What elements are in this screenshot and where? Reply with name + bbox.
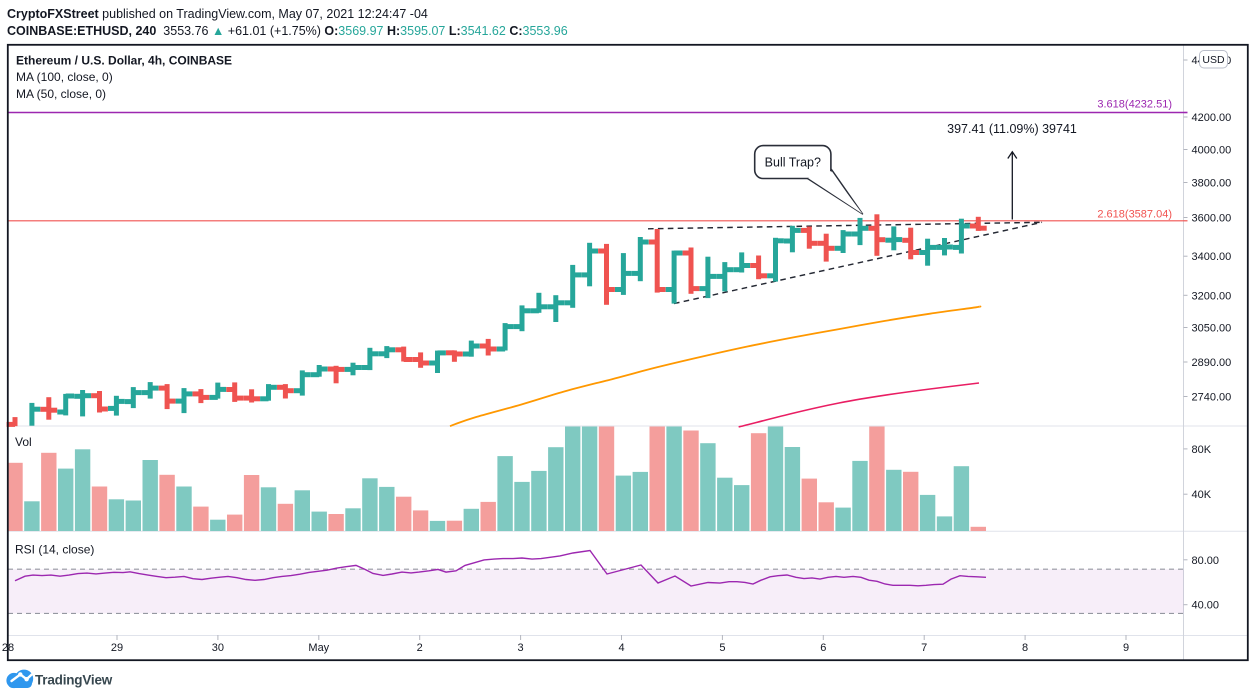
- svg-text:3200.00: 3200.00: [1192, 290, 1232, 302]
- svg-text:6: 6: [820, 642, 826, 654]
- svg-text:Vol: Vol: [15, 435, 32, 449]
- svg-text:4: 4: [618, 642, 624, 654]
- svg-text:2890.00: 2890.00: [1192, 357, 1232, 369]
- svg-text:3.618(4232.51): 3.618(4232.51): [1097, 99, 1172, 111]
- svg-text:9: 9: [1123, 642, 1129, 654]
- svg-text:80.00: 80.00: [1192, 555, 1220, 567]
- svg-text:Bull Trap?: Bull Trap?: [765, 156, 821, 170]
- svg-text:RSI (14, close): RSI (14, close): [15, 543, 94, 557]
- svg-text:40K: 40K: [1192, 489, 1212, 501]
- svg-text:3050.00: 3050.00: [1192, 323, 1232, 335]
- svg-text:MA (100, close, 0): MA (100, close, 0): [16, 70, 113, 84]
- svg-text:30: 30: [212, 642, 224, 654]
- svg-text:2740.00: 2740.00: [1192, 392, 1232, 404]
- svg-text:4000.00: 4000.00: [1192, 145, 1232, 157]
- svg-text:5: 5: [719, 642, 725, 654]
- svg-text:8: 8: [1022, 642, 1028, 654]
- svg-text:CryptoFXStreet published on Tr: CryptoFXStreet published on TradingView.…: [7, 7, 428, 21]
- svg-text:4200.00: 4200.00: [1192, 112, 1232, 124]
- svg-text:40.00: 40.00: [1192, 600, 1220, 612]
- svg-text:3800.00: 3800.00: [1192, 178, 1232, 190]
- svg-text:Ethereum / U.S. Dollar, 4h, CO: Ethereum / U.S. Dollar, 4h, COINBASE: [16, 54, 232, 68]
- svg-text:3400.00: 3400.00: [1192, 251, 1232, 263]
- svg-text:397.41 (11.09%) 39741: 397.41 (11.09%) 39741: [947, 122, 1077, 136]
- svg-text:2: 2: [417, 642, 423, 654]
- svg-text:2.618(3587.04): 2.618(3587.04): [1097, 208, 1172, 220]
- svg-text:80K: 80K: [1192, 444, 1212, 456]
- svg-text:29: 29: [111, 642, 123, 654]
- svg-text:7: 7: [921, 642, 927, 654]
- svg-text:USD: USD: [1202, 54, 1225, 66]
- svg-text:3: 3: [518, 642, 524, 654]
- svg-text:TradingView: TradingView: [35, 673, 113, 688]
- svg-text:COINBASE:ETHUSD, 240 3553.76: COINBASE:ETHUSD, 240 3553.76 ▲ +61.01 (+…: [7, 24, 568, 38]
- svg-text:3600.00: 3600.00: [1192, 213, 1232, 225]
- svg-text:MA (50, close, 0): MA (50, close, 0): [16, 87, 106, 101]
- svg-text:May: May: [308, 642, 329, 654]
